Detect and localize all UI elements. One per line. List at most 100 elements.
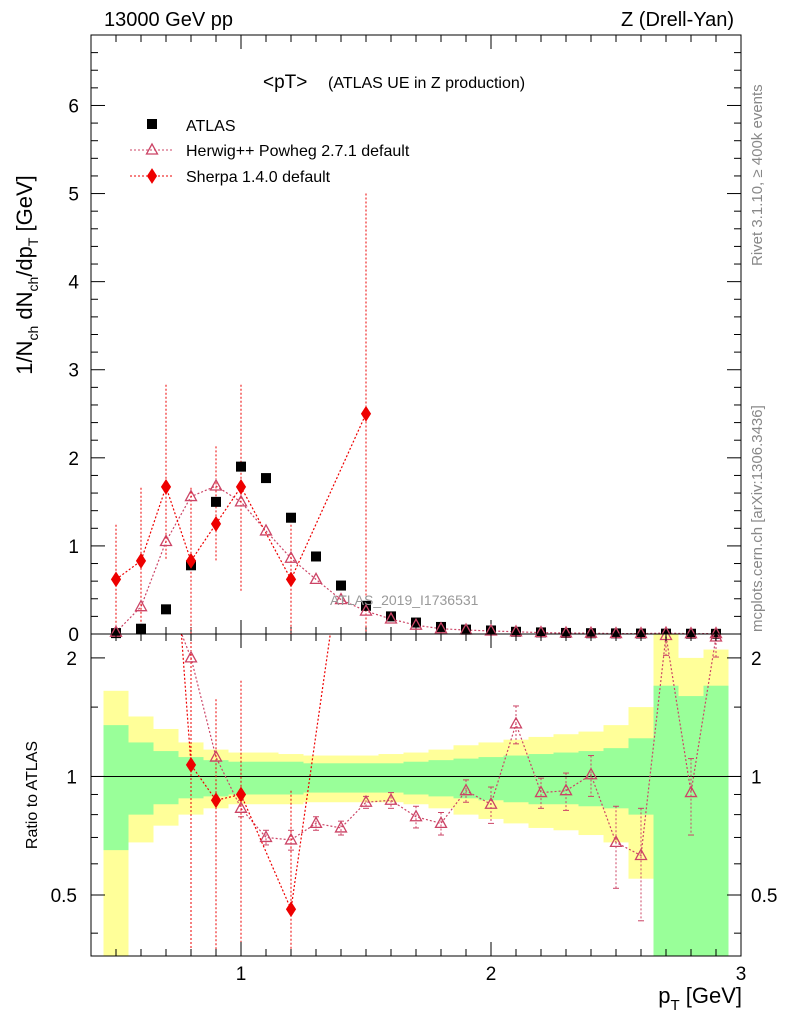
atlas-marker: [236, 461, 246, 472]
y-tick-label: 3: [68, 361, 79, 382]
herwig-marker: [259, 830, 273, 843]
header-left: 13000 GeV pp: [104, 9, 233, 31]
herwig-marker: [609, 835, 623, 848]
herwig-marker: [509, 716, 523, 729]
ratio-herwig-line: [181, 634, 717, 857]
herwig-marker: [484, 796, 498, 809]
sherpa-marker: [110, 571, 122, 588]
herwig-marker: [384, 792, 398, 805]
rivet-label: Rivet 3.1.10, ≥ 400k events: [749, 84, 766, 266]
green-band: [703, 685, 729, 956]
svg-text:pT [GeV]: pT [GeV]: [658, 983, 742, 1014]
green-band: [153, 751, 179, 805]
herwig-marker: [334, 592, 348, 605]
herwig-marker: [334, 820, 348, 833]
herwig-marker: [634, 848, 648, 861]
sherpa-marker: [185, 552, 197, 569]
herwig-marker: [359, 603, 373, 616]
green-band: [378, 763, 404, 793]
green-band: [653, 685, 679, 956]
mcplots-label: mcplots.cern.ch [arXiv:1306.3436]: [749, 405, 766, 632]
herwig-marker: [309, 572, 323, 585]
x-tick-label: 3: [736, 964, 747, 985]
atlas-marker: [561, 627, 571, 638]
herwig-marker: [434, 816, 448, 829]
atlas-marker: [486, 625, 496, 636]
sherpa-marker: [285, 571, 297, 588]
x-axis-label: pT [GeV]: [658, 983, 742, 1014]
atlas-marker: [211, 496, 221, 507]
herwig-marker: [259, 523, 273, 536]
atlas-marker: [111, 628, 121, 639]
herwig-line: [115, 485, 717, 635]
atlas-marker: [611, 628, 621, 639]
green-band: [603, 748, 629, 809]
herwig-marker: [209, 749, 223, 762]
green-band: [478, 757, 504, 801]
ratio-y-tick-label-right: 2: [751, 649, 762, 670]
y-tick-label: 1: [68, 537, 79, 558]
herwig-marker: [234, 800, 248, 813]
herwig-marker: [534, 785, 548, 798]
herwig-marker: [134, 599, 148, 612]
herwig-marker: [145, 142, 159, 155]
herwig-marker: [409, 617, 423, 630]
sherpa-marker: [185, 756, 197, 773]
atlas-marker: [261, 473, 271, 484]
ratio-y-tick-label: 0.5: [51, 886, 77, 907]
green-band: [453, 758, 479, 799]
watermark: ATLAS_2019_I1736531: [330, 592, 479, 608]
atlas-marker: [586, 628, 596, 639]
atlas-marker: [286, 512, 296, 523]
green-band: [428, 760, 454, 797]
herwig-marker: [709, 634, 723, 642]
herwig-marker: [184, 650, 198, 663]
legend-label-atlas: ATLAS: [186, 118, 236, 135]
y-tick-label: 0: [68, 625, 79, 646]
green-band: [303, 763, 329, 793]
sherpa-line: [115, 413, 367, 581]
sherpa-marker: [285, 901, 297, 918]
header-right: Z (Drell-Yan): [621, 9, 734, 31]
green-band: [353, 763, 379, 793]
main-title: <pT>: [263, 72, 307, 93]
herwig-marker: [359, 794, 373, 807]
main-title-note: (ATLAS UE in Z production): [328, 75, 525, 92]
green-band: [253, 761, 279, 795]
herwig-marker: [309, 816, 323, 829]
herwig-marker: [559, 783, 573, 796]
atlas-marker: [386, 611, 396, 622]
svg-text:1/Nch dNch/dpT [GeV]: 1/Nch dNch/dpT [GeV]: [12, 175, 41, 375]
green-band: [328, 763, 354, 793]
herwig-marker: [159, 534, 173, 547]
ratio-y-tick-label-right: 1: [751, 767, 762, 788]
sherpa-marker: [135, 552, 147, 569]
herwig-marker: [284, 550, 298, 563]
herwig-marker: [459, 783, 473, 796]
atlas-marker: [436, 621, 446, 632]
green-band: [503, 755, 529, 803]
legend-label-herwig: Herwig++ Powheg 2.7.1 default: [186, 143, 410, 160]
herwig-marker: [584, 767, 598, 780]
sherpa-marker: [146, 168, 158, 184]
sherpa-marker: [235, 786, 247, 803]
y-tick-label: 5: [68, 185, 79, 206]
ratio-panel: 0.5 0.5 1 1 2 2 1 2 3 Ratio to ATLAS pT [GeV]: [24, 633, 777, 1014]
atlas-marker: [147, 119, 157, 129]
atlas-marker: [336, 580, 346, 591]
ratio-ylabel: Ratio to ATLAS: [24, 741, 41, 849]
herwig-marker: [209, 478, 223, 491]
x-tick-label: 1: [236, 964, 247, 985]
x-tick-label: 2: [486, 964, 497, 985]
herwig-marker: [409, 809, 423, 822]
atlas-marker: [411, 617, 421, 628]
green-band: [403, 761, 429, 795]
atlas-marker: [136, 623, 146, 634]
sherpa-marker: [235, 478, 247, 495]
y-tick-label: 6: [68, 96, 79, 117]
y-tick-label: 2: [68, 449, 79, 470]
herwig-marker: [434, 621, 448, 634]
main-ylabel: 1/Nch dNch/dpT [GeV]: [12, 175, 41, 375]
ratio-y-tick-label: 2: [66, 649, 77, 670]
